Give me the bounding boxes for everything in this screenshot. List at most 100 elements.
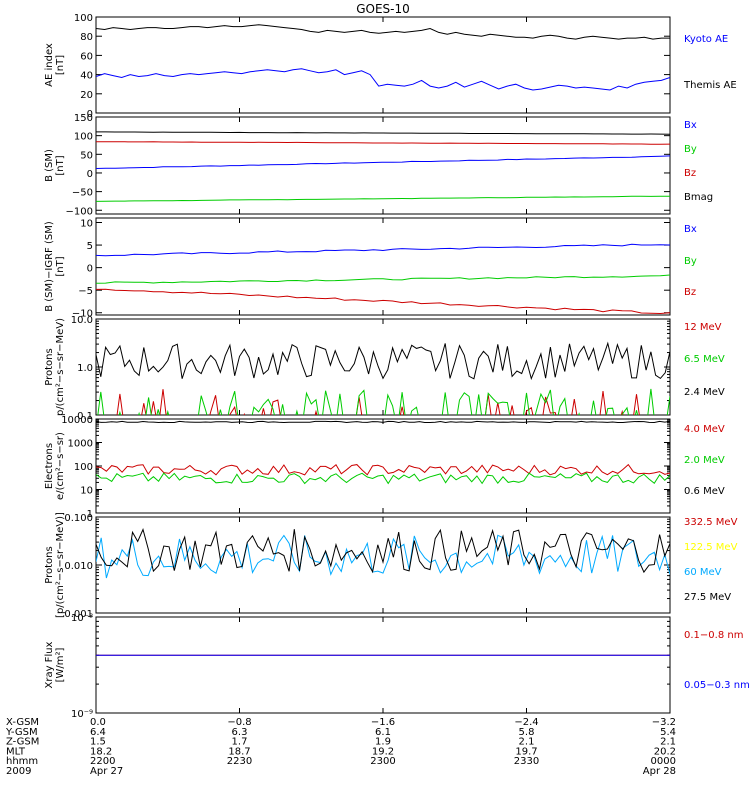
legend-entry: 12 MeV bbox=[684, 322, 722, 333]
x-row-label: MLT bbox=[6, 746, 26, 757]
y-tick-label: 150 bbox=[74, 113, 93, 124]
x-row-value: 18.7 bbox=[228, 746, 250, 757]
panel-frame bbox=[95, 616, 671, 714]
y-tick-label: 40 bbox=[80, 71, 93, 82]
y-axis-label: AE index bbox=[44, 43, 55, 87]
y-axis-label: Electrons bbox=[44, 443, 55, 489]
x-row-label: 2009 bbox=[6, 766, 31, 777]
y-tick-label: 0 bbox=[87, 169, 93, 180]
x-row-value: −2.4 bbox=[514, 717, 538, 728]
y-tick-label: 1000 bbox=[68, 439, 93, 450]
y-tick-label: 80 bbox=[80, 32, 93, 43]
legend-entry: 0.1−0.8 nm bbox=[684, 630, 743, 641]
panel-frame bbox=[95, 16, 671, 114]
panel-traces bbox=[96, 243, 670, 315]
x-row-value: −1.6 bbox=[371, 717, 395, 728]
y-axis-label: B (SM) bbox=[44, 149, 55, 182]
legend-entry: 0.05−0.3 nm bbox=[684, 680, 750, 691]
y-tick-label: 100 bbox=[74, 462, 93, 473]
y-axis-label: [nT] bbox=[55, 155, 66, 175]
series-line bbox=[116, 389, 640, 415]
x-row-value: 2300 bbox=[370, 756, 395, 767]
panel-traces bbox=[96, 131, 670, 202]
panel-3: −10 −5 0 5 10 B (SM)−IGRF (SM) [nT] Bx By Bz bbox=[44, 217, 697, 320]
series-line bbox=[96, 141, 670, 145]
y-tick-label: 10⁻⁹ bbox=[71, 709, 93, 720]
legend-entry: Bz bbox=[684, 168, 696, 179]
x-row-value: 6.4 bbox=[90, 727, 106, 738]
y-tick-label: 50 bbox=[80, 150, 93, 161]
x-row-label: X-GSM bbox=[6, 717, 39, 728]
legend-entry: Bmag bbox=[684, 192, 713, 203]
panel-4: 0.1 1.0 10.0 Protons p/(cm²−s−sr−MeV) 12 MeV 6… bbox=[44, 315, 725, 422]
y-tick-label: 10 bbox=[80, 486, 93, 497]
x-row-value: 19.7 bbox=[515, 746, 537, 757]
y-axis-label: [nT] bbox=[55, 256, 66, 276]
y-tick-label: 10000 bbox=[61, 415, 93, 426]
y-axis-label: [W/m²] bbox=[55, 647, 66, 682]
series-line bbox=[96, 155, 670, 169]
legend-entry: 27.5 MeV bbox=[684, 592, 731, 603]
y-tick-label: 0.100 bbox=[64, 513, 93, 524]
y-tick-label: 5 bbox=[87, 241, 93, 252]
series-line bbox=[96, 528, 670, 574]
x-row-label: Z-GSM bbox=[6, 737, 39, 748]
series-line bbox=[96, 288, 670, 315]
panel-1: 0 20 40 60 80 100 AE index [nT] Kyoto AE Themis A… bbox=[44, 13, 737, 120]
legend-entry: 0.6 MeV bbox=[684, 486, 725, 497]
y-tick-label: −50 bbox=[72, 188, 93, 199]
y-axis-label: Xray Flux bbox=[44, 641, 55, 688]
series-line bbox=[96, 274, 670, 284]
panel-frame bbox=[95, 116, 671, 215]
legend-entry: 6.5 MeV bbox=[684, 354, 725, 365]
x-row-label: hhmm bbox=[6, 756, 38, 767]
legend-entry: Bz bbox=[684, 287, 696, 298]
legend-entry: 122.5 MeV bbox=[684, 542, 738, 553]
panel-6: 0.001 0.010 0.100 Protons [p/(cm²−s−sr−MeV)]… bbox=[44, 512, 738, 620]
legend-entry: Bx bbox=[684, 224, 697, 235]
series-line bbox=[96, 195, 670, 202]
x-row-value: −3.2 bbox=[652, 717, 676, 728]
y-tick-label: 0 bbox=[87, 109, 93, 120]
panel-frame bbox=[95, 516, 671, 614]
x-row-value: 2230 bbox=[227, 756, 252, 767]
x-axis-table: X-GSM 0.0 −0.8 −1.6 −2.4 −3.2 Y-GSM 6.4 6.3 6.1 5.… bbox=[5, 717, 676, 777]
legend-entry: By bbox=[684, 256, 697, 267]
x-row-value: 5.8 bbox=[519, 727, 535, 738]
x-row-label: Y-GSM bbox=[5, 727, 38, 738]
x-row-value: Apr 27 bbox=[90, 766, 123, 777]
x-row-value: 1.5 bbox=[90, 737, 106, 748]
y-tick-label: 100 bbox=[74, 13, 93, 24]
panel-frame bbox=[95, 318, 671, 416]
panel-traces bbox=[96, 341, 670, 415]
series-line bbox=[96, 24, 670, 40]
legend-entry: 2.4 MeV bbox=[684, 387, 725, 398]
x-row-value: 0000 bbox=[651, 756, 676, 767]
panel-7: 10⁻⁹ 10⁻⁸ Xray Flux [W/m²] 0.1−0.8 nm 0.05−0.… bbox=[44, 613, 750, 720]
legend-entry: 60 MeV bbox=[684, 567, 722, 578]
y-axis-label: Protons bbox=[44, 546, 55, 583]
y-axis-label: Protons bbox=[44, 348, 55, 385]
y-tick-label: −100 bbox=[66, 206, 93, 217]
x-row-value: 5.4 bbox=[660, 727, 676, 738]
y-axis-label: [p/(cm²−s−sr−MeV)] bbox=[55, 512, 66, 618]
legend-entry: Kyoto AE bbox=[684, 34, 728, 45]
y-tick-label: 60 bbox=[80, 51, 93, 62]
legend-entry: Themis AE bbox=[683, 80, 737, 91]
x-row-value: −0.8 bbox=[227, 717, 251, 728]
panel-frame bbox=[95, 418, 671, 514]
legend-entry: Bx bbox=[684, 120, 697, 131]
y-axis-label: B (SM)−IGRF (SM) bbox=[44, 221, 55, 312]
x-row-value: 19.2 bbox=[372, 746, 394, 757]
panel-traces bbox=[96, 528, 670, 579]
x-row-value: 1.7 bbox=[232, 737, 248, 748]
series-line bbox=[96, 463, 670, 476]
y-tick-label: −10 bbox=[72, 309, 93, 320]
y-tick-label: 0.1 bbox=[77, 411, 93, 422]
y-tick-label: 0.001 bbox=[64, 609, 93, 620]
legend-entry: 2.0 MeV bbox=[684, 455, 725, 466]
x-row-value: 6.3 bbox=[232, 727, 248, 738]
y-tick-label: 1.0 bbox=[77, 363, 93, 374]
